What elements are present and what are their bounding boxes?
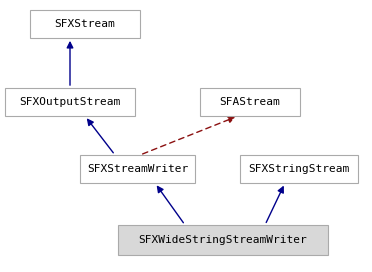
Text: SFXStreamWriter: SFXStreamWriter bbox=[87, 164, 188, 174]
FancyBboxPatch shape bbox=[240, 155, 358, 183]
Text: SFAStream: SFAStream bbox=[219, 97, 280, 107]
FancyBboxPatch shape bbox=[30, 10, 140, 38]
Text: SFXStringStream: SFXStringStream bbox=[248, 164, 350, 174]
FancyBboxPatch shape bbox=[80, 155, 195, 183]
Text: SFXStream: SFXStream bbox=[55, 19, 115, 29]
Text: SFXWideStringStreamWriter: SFXWideStringStreamWriter bbox=[139, 235, 307, 245]
FancyBboxPatch shape bbox=[118, 225, 328, 255]
FancyBboxPatch shape bbox=[5, 88, 135, 116]
Text: SFXOutputStream: SFXOutputStream bbox=[19, 97, 121, 107]
FancyBboxPatch shape bbox=[200, 88, 300, 116]
